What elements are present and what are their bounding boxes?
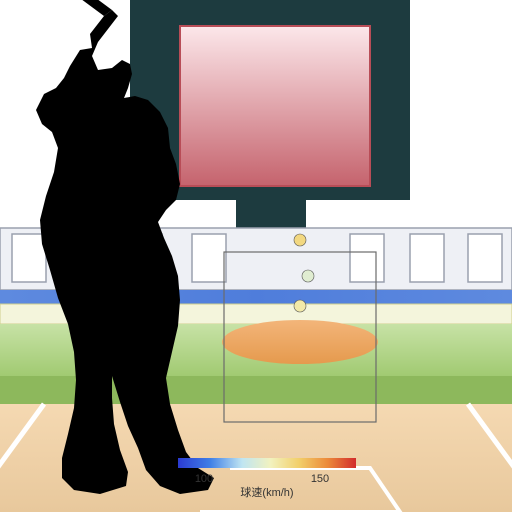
seat-section [468, 234, 502, 282]
legend-tick: 150 [311, 473, 329, 485]
legend-label: 球速(km/h) [240, 485, 293, 499]
pitch-marker[interactable] [294, 300, 306, 312]
seat-section [410, 234, 444, 282]
speed-legend-bar [178, 458, 356, 468]
pitch-marker[interactable] [302, 270, 314, 282]
scoreboard-screen [180, 26, 370, 186]
seat-section [350, 234, 384, 282]
seat-section [12, 234, 46, 282]
pitchers-mound [222, 320, 378, 364]
pitch-marker[interactable] [294, 234, 306, 246]
pitch-location-chart: 100 150 球速(km/h) [0, 0, 512, 512]
legend-tick: 100 [195, 473, 213, 485]
seat-section [192, 234, 226, 282]
